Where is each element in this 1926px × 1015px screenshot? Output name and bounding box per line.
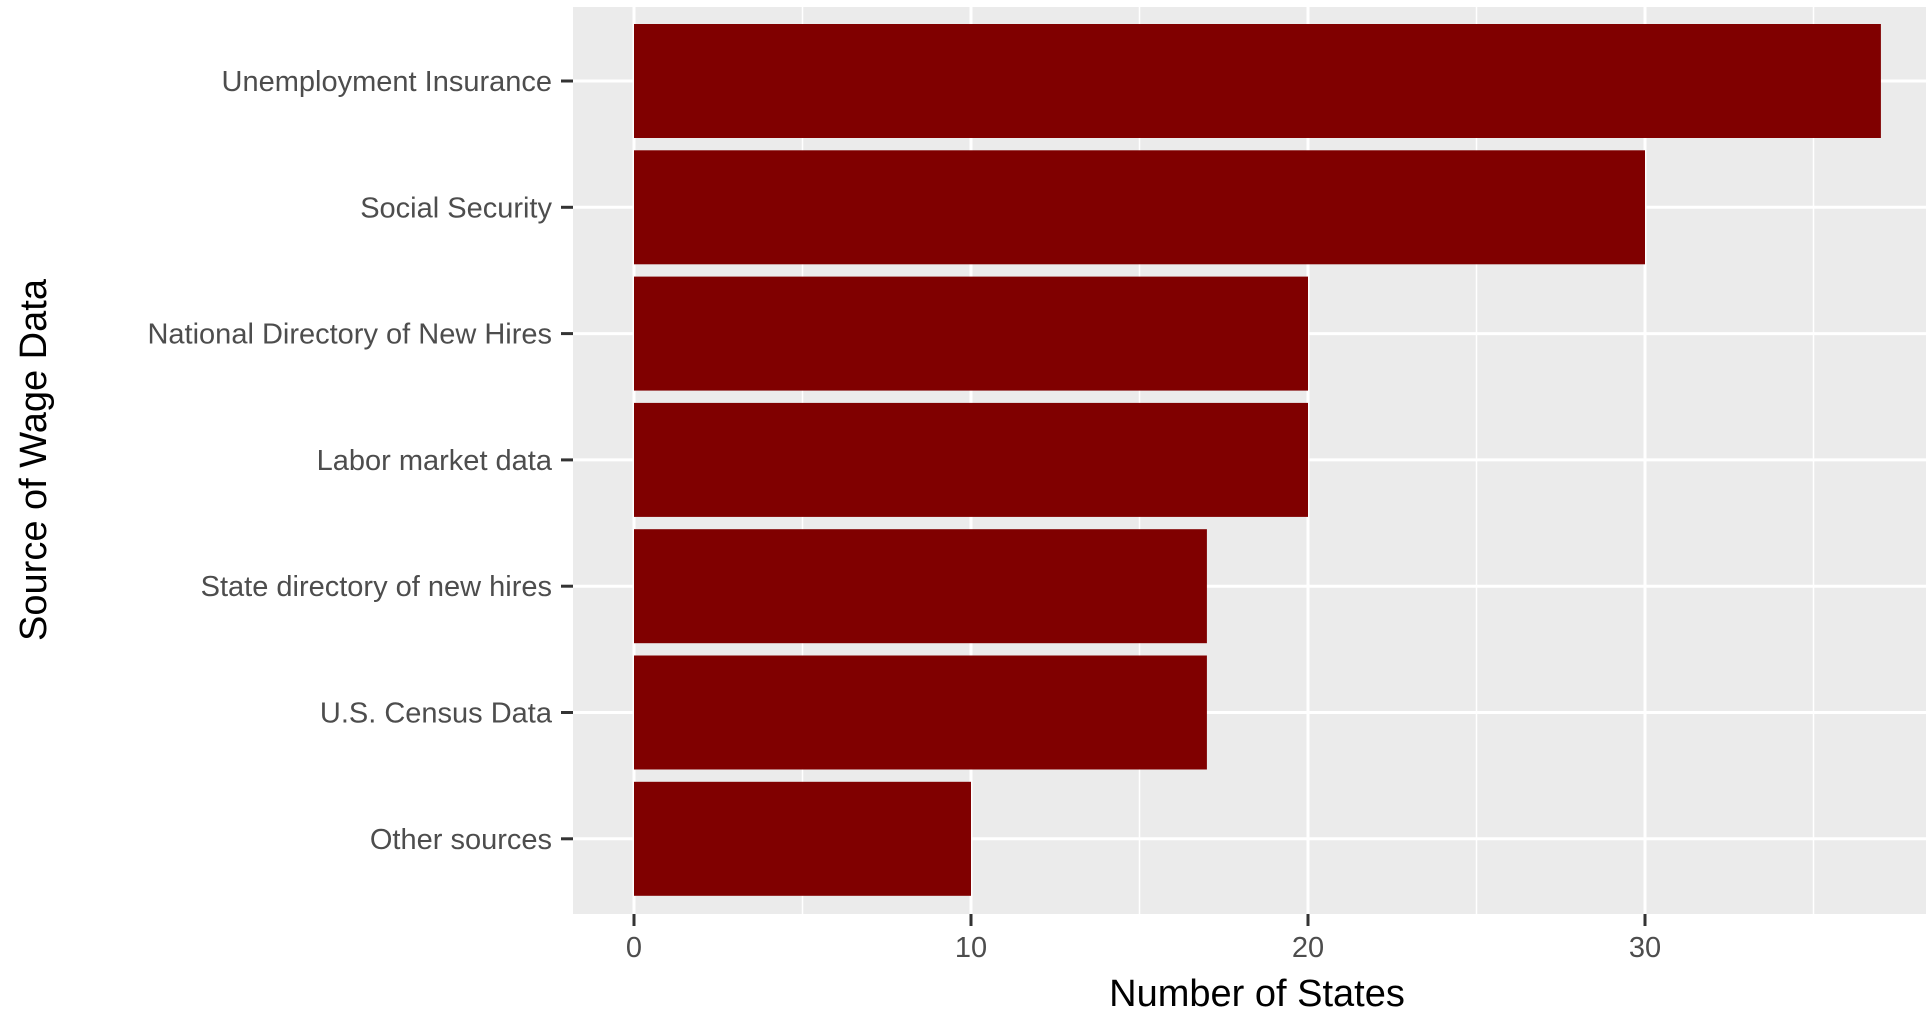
- y-axis: Unemployment Insurance Social Security Nat…: [147, 66, 573, 856]
- bar: [634, 655, 1207, 770]
- x-tick-label: 30: [1629, 932, 1661, 964]
- bar: [634, 150, 1645, 265]
- y-tick-label: State directory of new hires: [201, 571, 552, 603]
- x-axis: 0 10 20 30: [626, 914, 1661, 964]
- x-axis-title: Number of States: [1109, 973, 1405, 1015]
- bar: [634, 781, 971, 896]
- y-tick-label: Other sources: [370, 824, 552, 856]
- y-tick-label: Social Security: [360, 192, 552, 224]
- y-tick-label: National Directory of New Hires: [147, 319, 552, 351]
- bar: [634, 529, 1207, 644]
- bar: [634, 276, 1308, 391]
- x-tick-label: 20: [1292, 932, 1324, 964]
- bar: [634, 402, 1308, 517]
- x-tick-label: 0: [626, 932, 642, 964]
- y-axis-title: Source of Wage Data: [13, 278, 55, 641]
- y-tick-label: U.S. Census Data: [320, 698, 553, 730]
- y-tick-label: Unemployment Insurance: [222, 66, 552, 98]
- x-tick-label: 10: [955, 932, 987, 964]
- y-tick-label: Labor market data: [317, 445, 553, 477]
- bar: [634, 24, 1881, 138]
- bars: [634, 24, 1881, 896]
